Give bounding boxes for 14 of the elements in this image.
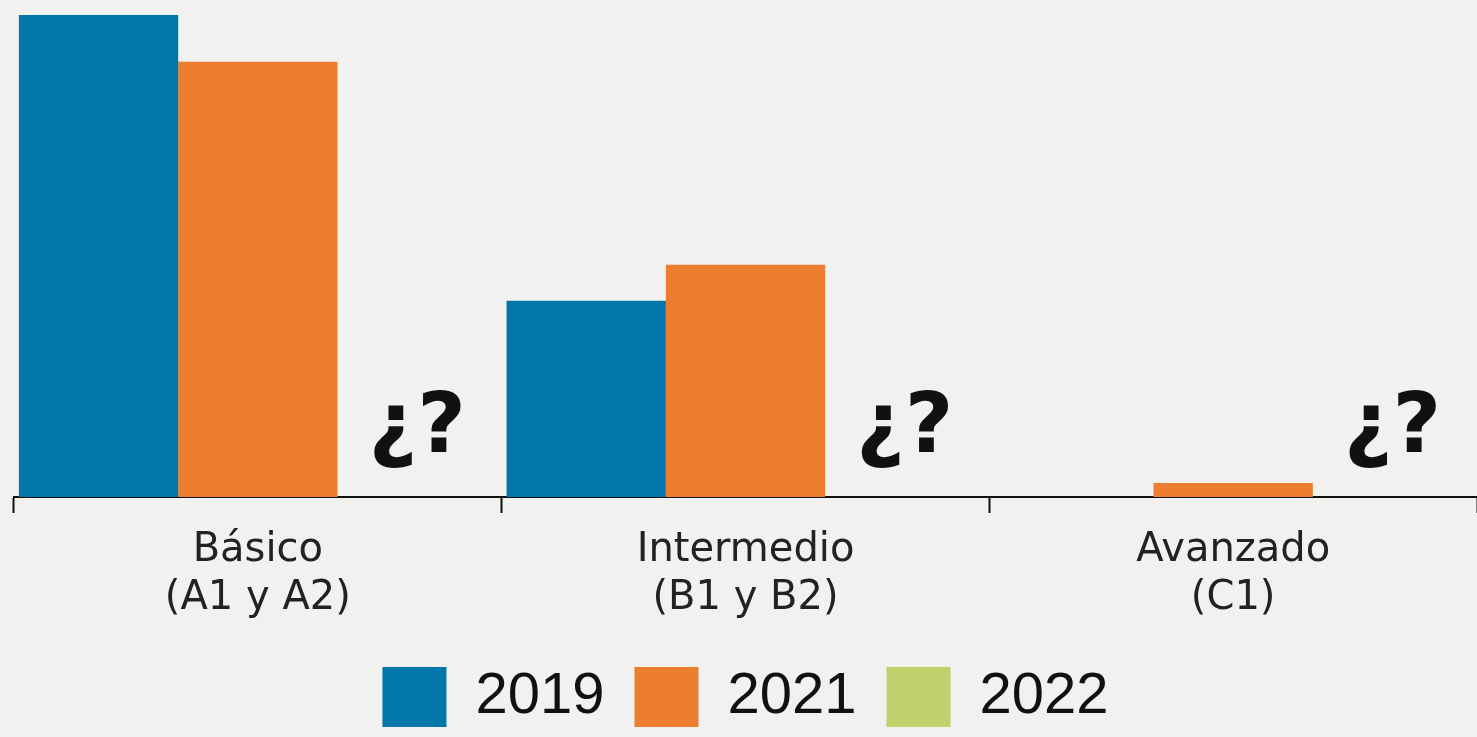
annotation: ¿? — [1343, 374, 1442, 472]
x-tick-label: Intermedio (B1 y B2) — [636, 524, 855, 619]
x-tick-label: Básico (A1 y A2) — [164, 524, 351, 619]
bar — [665, 264, 826, 497]
annotation: ¿? — [368, 374, 466, 472]
bar — [178, 61, 338, 497]
legend-label: 2022 — [979, 660, 1109, 725]
bar — [506, 300, 666, 497]
x-tick-label: Avanzado (C1) — [1136, 524, 1331, 619]
annotation: ¿? — [856, 374, 954, 472]
legend-label: 2019 — [475, 660, 605, 725]
bar — [1153, 483, 1313, 497]
bar — [18, 15, 179, 497]
legend-label: 2021 — [727, 660, 857, 725]
